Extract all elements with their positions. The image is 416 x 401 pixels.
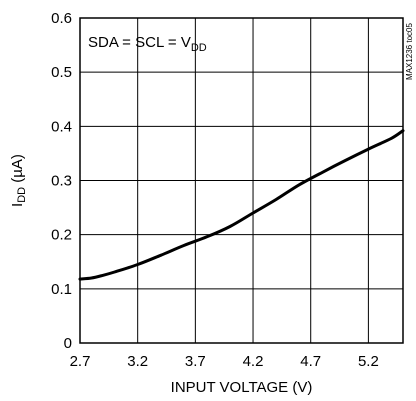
annotation-main: SDA = SCL = V xyxy=(88,34,191,51)
grid xyxy=(79,17,403,344)
x-tick-label: 5.2 xyxy=(358,353,379,370)
y-tick-label: 0 xyxy=(64,335,72,352)
x-tick-label: 3.7 xyxy=(185,353,206,370)
x-tick-label: 4.2 xyxy=(243,353,264,370)
x-tick-labels: 2.7 3.2 3.7 4.2 4.7 5.2 xyxy=(70,353,379,370)
x-tick-label: 4.7 xyxy=(300,353,321,370)
x-axis-title: INPUT VOLTAGE (V) xyxy=(171,379,313,396)
figure-id-watermark: MAX1236 toc05 xyxy=(405,23,414,80)
annotation-subscript: DD xyxy=(191,42,207,54)
y-tick-label: 0.5 xyxy=(51,64,72,81)
y-tick-labels: 0 0.1 0.2 0.3 0.4 0.5 0.6 xyxy=(51,10,72,352)
data-line xyxy=(78,129,405,281)
x-tick-label: 3.2 xyxy=(127,353,148,370)
y-tick-label: 0.3 xyxy=(51,173,72,190)
y-axis-title-main: I xyxy=(9,203,26,207)
condition-annotation: SDA = SCL = VDD xyxy=(88,34,207,54)
y-tick-label: 0.4 xyxy=(51,118,72,135)
y-axis-title-unit: (µA) xyxy=(9,154,26,187)
y-axis-title: IDD (µA) xyxy=(9,154,28,207)
y-tick-label: 0.2 xyxy=(51,227,72,244)
y-tick-label: 0.6 xyxy=(51,10,72,27)
x-tick-label: 2.7 xyxy=(70,353,91,370)
y-tick-label: 0.1 xyxy=(51,281,72,298)
y-axis-title-subscript: DD xyxy=(16,187,28,203)
plot-frame xyxy=(79,17,404,344)
